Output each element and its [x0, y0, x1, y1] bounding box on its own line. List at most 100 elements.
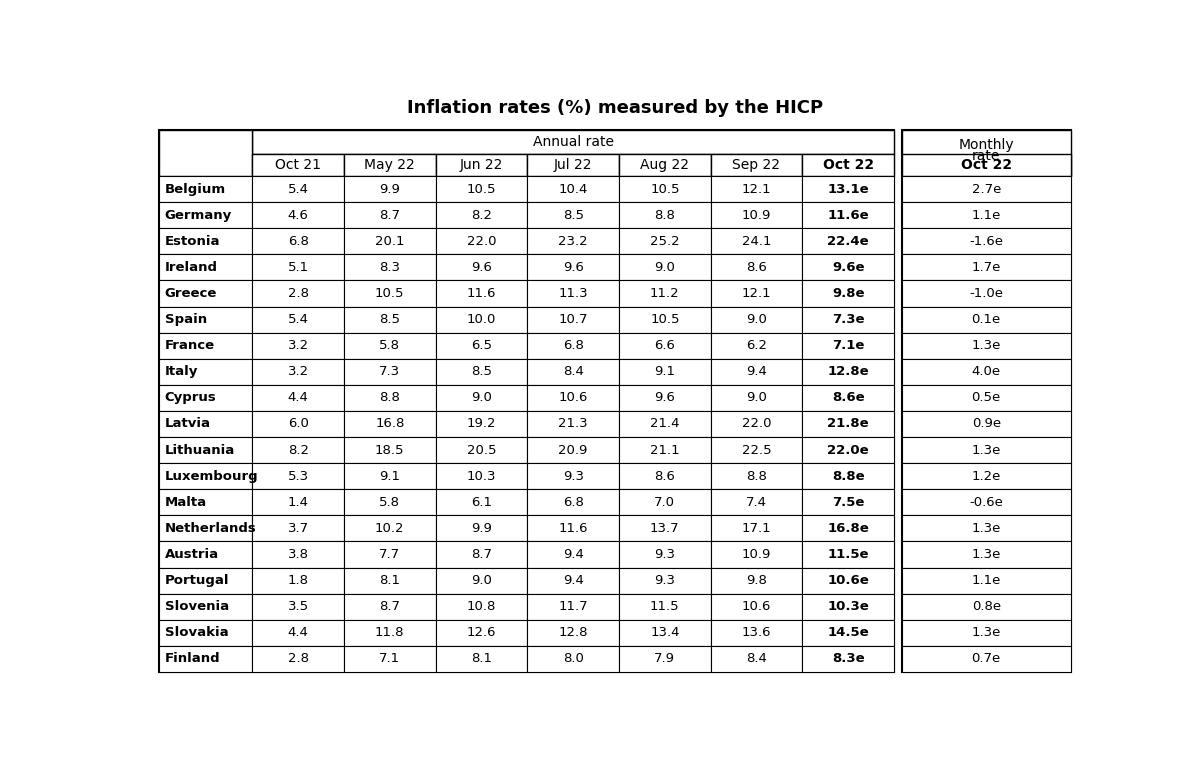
Text: 9.4: 9.4 [563, 574, 583, 587]
Text: 22.0: 22.0 [467, 235, 497, 248]
Bar [436, 202, 527, 228]
Text: 8.6: 8.6 [654, 470, 676, 483]
Bar [619, 567, 710, 594]
Text: 8.0: 8.0 [563, 652, 583, 666]
Text: 11.8: 11.8 [376, 626, 404, 639]
Bar [803, 594, 894, 620]
Text: Oct 22: Oct 22 [961, 158, 1012, 173]
Text: 11.6: 11.6 [558, 522, 588, 535]
Bar [803, 646, 894, 672]
Text: Italy: Italy [164, 365, 198, 378]
Bar [710, 594, 803, 620]
Bar [527, 411, 619, 437]
Text: 12.8: 12.8 [558, 626, 588, 639]
Bar [160, 411, 252, 437]
Bar [619, 155, 710, 176]
Text: Annual rate: Annual rate [533, 135, 613, 149]
Bar [619, 333, 710, 358]
Text: Austria: Austria [164, 548, 218, 561]
Text: 5.4: 5.4 [288, 183, 308, 196]
Bar [344, 280, 436, 307]
Bar [619, 385, 710, 411]
Bar [344, 463, 436, 489]
Text: Greece: Greece [164, 287, 217, 300]
Bar [901, 646, 1070, 672]
Text: 0.7e: 0.7e [972, 652, 1001, 666]
Text: 12.6: 12.6 [467, 626, 497, 639]
Bar [803, 463, 894, 489]
Bar [252, 358, 344, 385]
Text: 4.4: 4.4 [288, 392, 308, 404]
Bar [619, 228, 710, 255]
Bar [710, 646, 803, 672]
Bar [901, 620, 1070, 646]
Text: 13.1e: 13.1e [827, 183, 869, 196]
Bar [436, 280, 527, 307]
Text: 13.7: 13.7 [650, 522, 679, 535]
Text: 8.8: 8.8 [746, 470, 767, 483]
Text: 7.3e: 7.3e [832, 313, 864, 326]
Text: 20.5: 20.5 [467, 444, 497, 457]
Bar [160, 130, 252, 176]
Bar [344, 255, 436, 280]
Bar [803, 542, 894, 567]
Text: Lithuania: Lithuania [164, 444, 235, 457]
Bar [710, 228, 803, 255]
Bar [252, 255, 344, 280]
Bar [527, 255, 619, 280]
Text: 22.4e: 22.4e [827, 235, 869, 248]
Text: 9.0: 9.0 [746, 392, 767, 404]
Text: 9.4: 9.4 [746, 365, 767, 378]
Bar [527, 385, 619, 411]
Text: 7.1e: 7.1e [832, 339, 864, 352]
Text: Cyprus: Cyprus [164, 392, 216, 404]
Text: 9.6e: 9.6e [832, 261, 864, 274]
Bar [436, 515, 527, 542]
Bar [619, 307, 710, 333]
Bar [160, 255, 252, 280]
Text: 10.3e: 10.3e [827, 600, 869, 613]
Bar [803, 307, 894, 333]
Text: Finland: Finland [164, 652, 221, 666]
Text: 11.3: 11.3 [558, 287, 588, 300]
Bar [710, 463, 803, 489]
Bar [803, 385, 894, 411]
Text: -1.6e: -1.6e [970, 235, 1003, 248]
Text: 11.6: 11.6 [467, 287, 497, 300]
Text: 11.7: 11.7 [558, 600, 588, 613]
Text: 7.9: 7.9 [654, 652, 676, 666]
Text: 12.1: 12.1 [742, 287, 772, 300]
Bar [344, 646, 436, 672]
Text: 21.4: 21.4 [650, 417, 679, 430]
Bar [252, 411, 344, 437]
Bar [252, 542, 344, 567]
Text: Slovakia: Slovakia [164, 626, 228, 639]
Bar [710, 255, 803, 280]
Text: 10.7: 10.7 [558, 313, 588, 326]
Bar [252, 489, 344, 515]
Text: 9.6: 9.6 [654, 392, 676, 404]
Bar [344, 228, 436, 255]
Text: 10.8: 10.8 [467, 600, 496, 613]
Text: Spain: Spain [164, 313, 206, 326]
Bar [710, 437, 803, 463]
Text: 4.0e: 4.0e [972, 365, 1001, 378]
Bar [436, 385, 527, 411]
Bar [619, 594, 710, 620]
Bar [901, 542, 1070, 567]
Text: Estonia: Estonia [164, 235, 221, 248]
Bar [803, 620, 894, 646]
Text: 6.2: 6.2 [746, 339, 767, 352]
Text: 4.4: 4.4 [288, 626, 308, 639]
Bar [619, 542, 710, 567]
Text: 12.8e: 12.8e [827, 365, 869, 378]
Bar [344, 620, 436, 646]
Text: 3.5: 3.5 [288, 600, 308, 613]
Bar [160, 515, 252, 542]
Bar [160, 437, 252, 463]
Bar [160, 176, 252, 202]
Bar [901, 463, 1070, 489]
Text: 9.0: 9.0 [654, 261, 676, 274]
Bar [710, 411, 803, 437]
Text: 8.5: 8.5 [470, 365, 492, 378]
